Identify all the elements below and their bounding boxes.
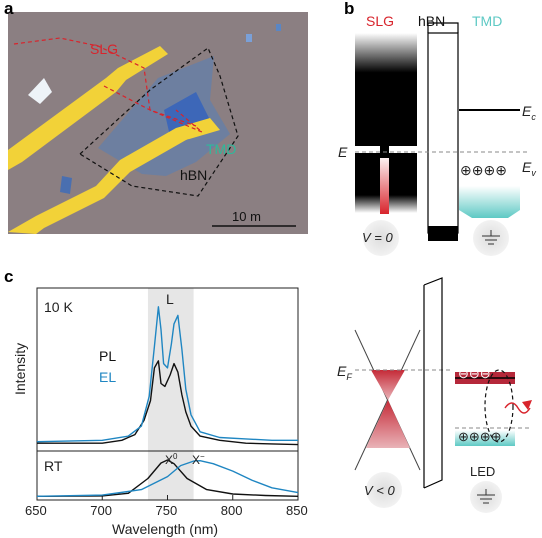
- bias-label-b: V = 0: [362, 230, 393, 245]
- ev-label: Ev: [522, 159, 536, 178]
- band-label: L: [166, 291, 174, 307]
- dirac-upper-cone: [371, 370, 405, 400]
- dirac-lower-cone: [366, 400, 410, 448]
- column-label-hbn: hBN: [418, 13, 446, 29]
- x-tick-label: 700: [90, 503, 112, 518]
- ec-label: Ec: [522, 103, 536, 122]
- photon-wave-icon: [504, 402, 531, 414]
- ground-circle-d: [470, 481, 502, 513]
- panel-d-band-diagram: [354, 277, 532, 513]
- panel-c-spectra: [36, 287, 299, 501]
- tmd-label: TMD: [206, 141, 237, 157]
- slg-red-cone: [380, 154, 389, 214]
- photon-arrow-icon: [522, 400, 532, 410]
- slg-label: SLG: [90, 41, 119, 57]
- ef-label-b: E: [338, 144, 348, 160]
- x-tick-label: 750: [155, 503, 178, 518]
- gold-electrode-top: [8, 46, 168, 170]
- x-tick-label: 650: [25, 503, 47, 518]
- tmd-valence-band: [459, 186, 520, 218]
- gold-electrode-bottom: [8, 118, 220, 234]
- panel-letter-b: b: [344, 0, 355, 18]
- hbn-barrier-tilted: [423, 277, 443, 489]
- shaded-band: [147, 288, 194, 500]
- panel-letter-c: c: [4, 267, 14, 286]
- y-axis-label: Intensity: [12, 342, 28, 395]
- series-line-el: [36, 306, 298, 443]
- x-tick-label: 850: [286, 503, 308, 518]
- hole-symbols-b: ⊕⊕⊕⊕: [460, 162, 507, 178]
- x0-label: X0: [165, 452, 178, 467]
- column-label-slg: SLG: [366, 13, 395, 29]
- exciton-ellipse: [484, 369, 514, 443]
- series-line-el: [36, 460, 299, 497]
- ground-icon: [477, 489, 495, 504]
- panel-a-micrograph: [8, 12, 308, 234]
- bottom-plot-series: [36, 459, 299, 497]
- slg-band-upper: [355, 33, 417, 146]
- x-tick-label: 800: [220, 503, 243, 518]
- hbn-label: hBN: [180, 167, 208, 183]
- ground-circle: [473, 220, 509, 256]
- xminus-label: X−: [192, 452, 205, 467]
- bias-label-d: V < 0: [364, 483, 395, 498]
- top-plot-label: 10 K: [44, 299, 73, 315]
- x-axis-label: Wavelength (nm): [112, 521, 219, 537]
- small-flake: [276, 24, 281, 31]
- slg-outline: [13, 37, 203, 133]
- ef-label-d: EF: [337, 363, 352, 382]
- bias-circle-slg-d: [366, 472, 402, 508]
- series-line-pl: [36, 459, 299, 497]
- column-label-tmd: TMD: [472, 13, 503, 29]
- small-flake: [60, 176, 72, 194]
- top-plot-series: [36, 306, 299, 446]
- hbn-barrier: [427, 32, 459, 234]
- hbn-flake: [98, 56, 230, 176]
- panel-letter-a: a: [4, 0, 14, 18]
- dirac-line: [354, 329, 421, 471]
- bottom-plot-label: RT: [44, 458, 63, 474]
- legend-pl: PL: [99, 348, 117, 364]
- legend-el: EL: [99, 369, 117, 385]
- hbn-outline: [79, 47, 239, 197]
- series-line-pl: [37, 360, 299, 446]
- scalebar-label: 10 m: [232, 209, 261, 224]
- ground-icon: [482, 230, 500, 245]
- bright-flake: [28, 78, 52, 104]
- hole-symbols-d: ⊕⊕⊕⊕: [458, 429, 502, 444]
- led-label: LED: [470, 464, 496, 479]
- bias-circle-slg: [363, 220, 399, 256]
- electron-symbols-d: ⊖⊖⊖: [458, 366, 491, 381]
- tmd-valence-band: [455, 430, 515, 446]
- panel-b-band-diagram: [355, 22, 530, 256]
- small-flake: [246, 34, 252, 42]
